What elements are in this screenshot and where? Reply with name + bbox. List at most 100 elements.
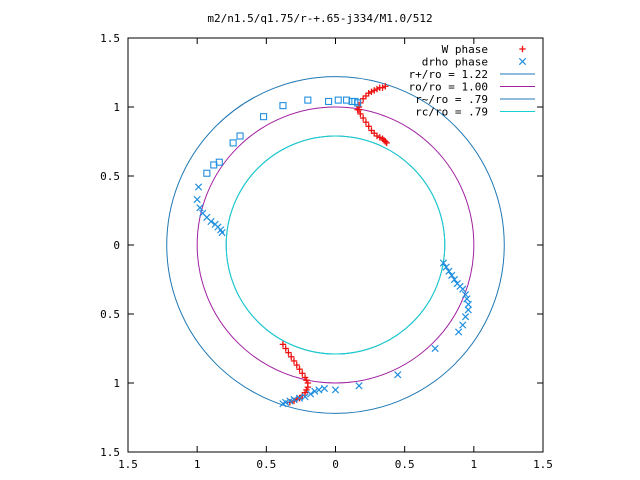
data-point [464, 300, 472, 308]
cross-b [217, 226, 225, 234]
circle-curve [166, 76, 505, 414]
cross-b [315, 386, 323, 394]
cross-b [461, 291, 470, 299]
cross-b [295, 394, 304, 402]
legend-label: rc/ro = .79 [415, 106, 488, 119]
data-point [325, 97, 333, 106]
data-point [279, 341, 287, 348]
data-point [459, 321, 467, 329]
legend-label: r~/ro = .79 [415, 93, 488, 106]
data-point [463, 295, 471, 303]
cross-b [459, 321, 467, 329]
data-point [461, 313, 470, 321]
legend-label: W phase [442, 43, 488, 56]
cross-b [454, 328, 463, 336]
series-drho-phase-squares- [203, 96, 362, 177]
cross-b [331, 386, 340, 394]
legend-label: r+/ro = 1.22 [409, 68, 488, 81]
data-point [193, 195, 201, 204]
y-tick-label: 0 [113, 239, 120, 252]
cross-b [431, 344, 439, 353]
data-point [448, 271, 456, 279]
legend-marker-swatch [518, 57, 527, 66]
data-point [355, 106, 363, 113]
data-point [203, 169, 211, 177]
cross-b [199, 209, 207, 217]
data-point [311, 387, 319, 395]
data-point [207, 217, 215, 226]
data-point [362, 118, 370, 126]
data-point [382, 138, 389, 145]
data-point [334, 96, 342, 104]
cross-b [518, 57, 527, 66]
x-tick-label: 0.5 [395, 458, 415, 471]
data-point [290, 357, 298, 365]
data-point [260, 113, 268, 121]
data-point [365, 123, 372, 130]
data-point [236, 132, 244, 140]
data-point [450, 275, 459, 284]
cross-b [306, 390, 315, 398]
y-tick-label: 1 [113, 101, 120, 114]
data-point [301, 393, 309, 401]
data-point [218, 228, 226, 237]
x-tick-label: 0 [332, 458, 339, 471]
series-w-phase [279, 83, 390, 406]
data-point [279, 400, 287, 408]
x-tick-label: 0.5 [256, 458, 276, 471]
circle-curve [196, 106, 475, 384]
cross-b [218, 228, 226, 237]
data-point [355, 382, 363, 390]
data-point [196, 204, 204, 212]
legend-label: ro/ro = 1.00 [409, 81, 488, 94]
x-ticks: 1.5 1 0.5 0 0.5 1 1.5 [118, 38, 553, 471]
cross-b [463, 295, 471, 303]
points-layer [193, 83, 472, 408]
cross-b [301, 393, 309, 401]
data-point [359, 114, 367, 122]
cross-b [461, 313, 470, 321]
data-point [306, 390, 315, 398]
cross-b [203, 213, 211, 222]
series-drho-phase [193, 183, 472, 408]
y-tick-label: 0.5 [100, 170, 120, 183]
x-tick-label: 1.5 [533, 458, 553, 471]
data-point [357, 110, 364, 118]
cross-b [207, 217, 215, 226]
cross-b [311, 387, 319, 395]
cross-b [442, 263, 450, 271]
cross-b [464, 306, 472, 314]
y-tick-label: 0.5 [100, 308, 120, 321]
data-point [354, 99, 362, 107]
cross-b [459, 285, 467, 293]
data-point [286, 397, 294, 405]
x-tick-label: 1 [194, 458, 201, 471]
data-point [299, 370, 306, 377]
cross-b [290, 395, 298, 404]
data-point [295, 394, 304, 402]
data-point [282, 345, 289, 352]
data-point [290, 395, 298, 404]
cross-b [194, 183, 203, 191]
y-ticks: 1.5 1 0.5 0 0.5 1 1.5 [100, 32, 543, 459]
data-point [285, 349, 292, 356]
cross-b [464, 300, 472, 308]
data-point [315, 386, 323, 394]
circle-curve [225, 135, 446, 355]
cross-b [193, 195, 201, 204]
cross-b [196, 204, 204, 212]
data-point [215, 158, 223, 166]
x-tick-label: 1 [471, 458, 478, 471]
cross-b [355, 382, 363, 390]
data-point [320, 384, 329, 393]
cross-b [394, 371, 402, 379]
data-point [382, 83, 389, 90]
cross-b [286, 397, 294, 405]
data-point [293, 361, 300, 369]
cross-b [439, 259, 448, 267]
data-point [296, 366, 303, 373]
cross-b [279, 400, 287, 408]
data-point [431, 344, 439, 353]
